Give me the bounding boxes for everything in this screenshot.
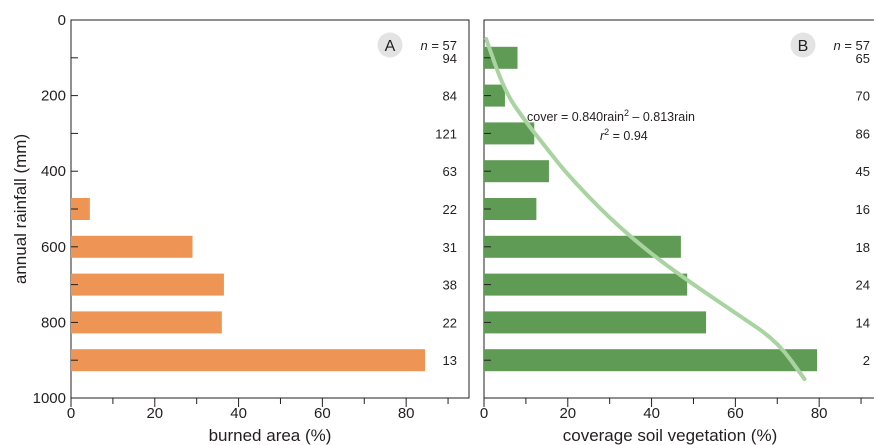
sample-size-label: 86 bbox=[856, 126, 870, 141]
sample-size-label: 24 bbox=[856, 278, 870, 293]
panel-b: 0 20 40 60 80 65 70 86 45 16 18 24 14 2 B n = 57 cov… bbox=[480, 19, 874, 445]
sample-size-label: 38 bbox=[443, 278, 457, 293]
x-tick-label: 40 bbox=[643, 405, 660, 422]
y-tick-label: 200 bbox=[41, 88, 66, 105]
y-axis-label: annual rainfall (mm) bbox=[11, 134, 30, 284]
x-tick-label: 60 bbox=[314, 405, 331, 422]
panel-b-letter: B bbox=[798, 38, 809, 55]
y-tick-label: 400 bbox=[41, 163, 66, 180]
y-tick-label: 800 bbox=[41, 314, 66, 331]
panel-a-sample-sizes: 94 84 121 63 22 31 38 22 13 bbox=[435, 51, 457, 368]
bar bbox=[484, 160, 549, 183]
panel-a-bars bbox=[71, 198, 426, 372]
x-tick-label: 80 bbox=[811, 405, 828, 422]
sample-size-label: 16 bbox=[856, 202, 870, 217]
bar bbox=[484, 122, 535, 145]
sample-size-label: 65 bbox=[856, 51, 870, 66]
bar bbox=[71, 349, 426, 372]
x-tick-label: 40 bbox=[230, 405, 247, 422]
sample-size-label: 22 bbox=[443, 202, 457, 217]
sample-size-label: 14 bbox=[856, 315, 870, 330]
panel-b-y-axis bbox=[484, 57, 491, 361]
panel-b-n-header: n = 57 bbox=[833, 38, 870, 53]
sample-size-label: 94 bbox=[443, 51, 457, 66]
sample-size-label: 63 bbox=[443, 164, 457, 179]
bar bbox=[484, 311, 707, 334]
panel-b-frame bbox=[483, 19, 874, 399]
bar bbox=[71, 273, 224, 296]
y-tick-label: 600 bbox=[41, 239, 66, 256]
sample-size-label: 18 bbox=[856, 240, 870, 255]
panel-a-x-label: burned area (%) bbox=[209, 426, 332, 445]
panel-b-x-label: coverage soil vegetation (%) bbox=[563, 426, 778, 445]
sample-size-label: 2 bbox=[863, 353, 870, 368]
x-tick-label: 20 bbox=[146, 405, 163, 422]
sample-size-label: 84 bbox=[443, 89, 457, 104]
sample-size-label: 121 bbox=[435, 126, 457, 141]
panel-a: 0 20 40 60 80 0 200 400 600 800 1000 94 84 121 63 22 3… bbox=[33, 12, 470, 445]
x-tick-label: 0 bbox=[67, 405, 75, 422]
bar bbox=[71, 235, 193, 258]
x-tick-label: 60 bbox=[727, 405, 744, 422]
bar bbox=[484, 273, 688, 296]
bar bbox=[71, 198, 90, 220]
panel-a-frame bbox=[70, 19, 470, 399]
panel-b-badge bbox=[790, 32, 816, 58]
bar bbox=[484, 235, 681, 258]
panel-a-x-axis: 0 20 40 60 80 bbox=[67, 398, 449, 422]
sample-size-label: 70 bbox=[856, 89, 870, 104]
panel-b-sample-sizes: 65 70 86 45 16 18 24 14 2 bbox=[856, 51, 870, 368]
x-tick-label: 0 bbox=[480, 405, 488, 422]
panel-a-n-header: n = 57 bbox=[420, 38, 457, 53]
panel-a-letter: A bbox=[385, 38, 396, 55]
fit-equation: cover = 0.840rain2 – 0.813rain bbox=[527, 108, 695, 124]
sample-size-label: 22 bbox=[443, 315, 457, 330]
y-tick-label: 1000 bbox=[33, 390, 66, 407]
sample-size-label: 31 bbox=[443, 240, 457, 255]
sample-size-label: 45 bbox=[856, 164, 870, 179]
sample-size-label: 13 bbox=[443, 353, 457, 368]
bar bbox=[71, 311, 222, 334]
panel-b-x-axis: 0 20 40 60 80 bbox=[480, 398, 862, 422]
panel-a-badge bbox=[377, 32, 403, 58]
y-tick-label: 0 bbox=[58, 12, 66, 29]
panel-b-fit-curve bbox=[484, 36, 807, 382]
panel-b-bars bbox=[484, 46, 818, 372]
fit-r-squared: r2 = 0.94 bbox=[600, 127, 648, 143]
bar bbox=[484, 349, 818, 372]
x-tick-label: 20 bbox=[559, 405, 576, 422]
x-tick-label: 80 bbox=[398, 405, 415, 422]
bar bbox=[484, 198, 537, 220]
bar bbox=[484, 84, 505, 107]
panel-a-y-axis: 0 200 400 600 800 1000 bbox=[33, 12, 78, 407]
